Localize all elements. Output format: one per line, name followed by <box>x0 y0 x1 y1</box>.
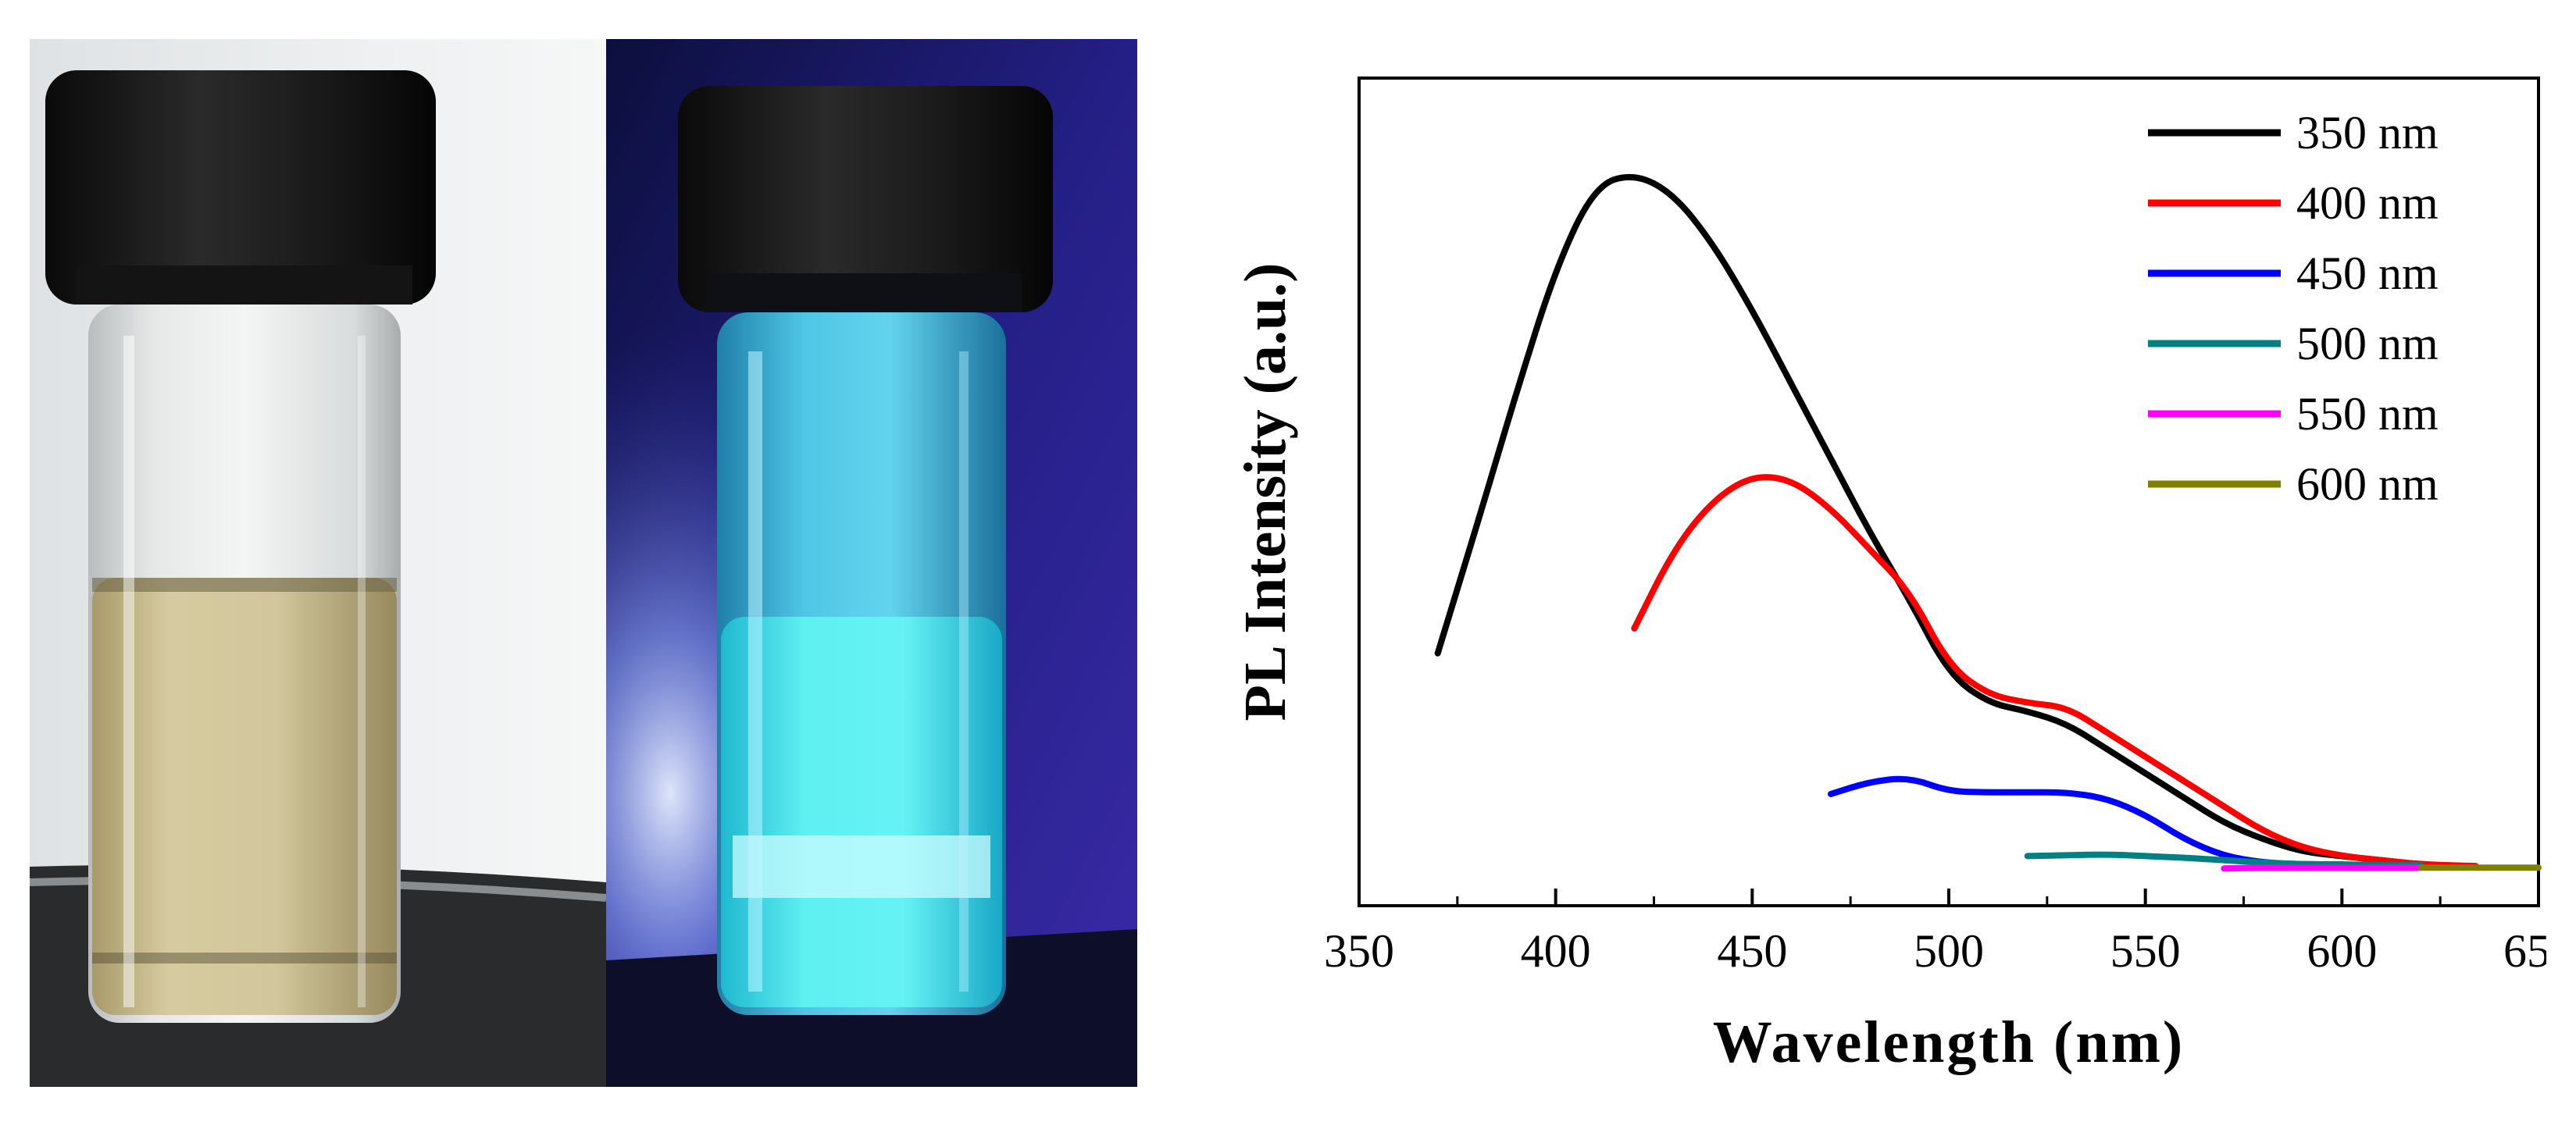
series-lines <box>1434 173 2542 872</box>
series-line-350-nm <box>1434 173 2424 867</box>
series-line-400-nm <box>1631 474 2479 870</box>
x-tick-label: 400 <box>1521 925 1591 977</box>
x-tick-label: 600 <box>2307 925 2377 977</box>
x-tick-label: 500 <box>1914 925 1984 977</box>
legend-label: 400 nm <box>2296 177 2439 229</box>
x-tick-label: 350 <box>1324 925 1394 977</box>
vial-photographs <box>30 39 1137 1087</box>
series-line-450-nm <box>1828 775 2346 867</box>
legend-label: 350 nm <box>2296 107 2439 159</box>
legend-label: 550 nm <box>2296 388 2439 440</box>
vial-daylight-panel <box>30 39 607 1087</box>
x-tick-label: 550 <box>2110 925 2181 977</box>
legend-label: 450 nm <box>2296 248 2439 299</box>
x-tick-label: 650 <box>2503 925 2546 977</box>
x-axis-label: Wavelength (nm) <box>1713 1010 2185 1075</box>
x-axis-ticks: 350 400 450 500 550 600 650 <box>1324 889 2546 977</box>
legend-label: 600 nm <box>2296 458 2439 510</box>
series-line-550-nm <box>2221 864 2424 872</box>
legend-label: 500 nm <box>2296 318 2439 369</box>
pl-spectrum-chart: 350 400 450 500 550 600 650 350 nm 400 nm 450 nm… <box>1233 77 2546 1075</box>
y-axis-label: PL Intensity (a.u.) <box>1233 263 1298 721</box>
legend: 350 nm 400 nm 450 nm 500 nm 550 nm 600 nm <box>2148 107 2439 510</box>
x-tick-label: 450 <box>1717 925 1787 977</box>
vial-uv-panel <box>606 39 1137 1087</box>
